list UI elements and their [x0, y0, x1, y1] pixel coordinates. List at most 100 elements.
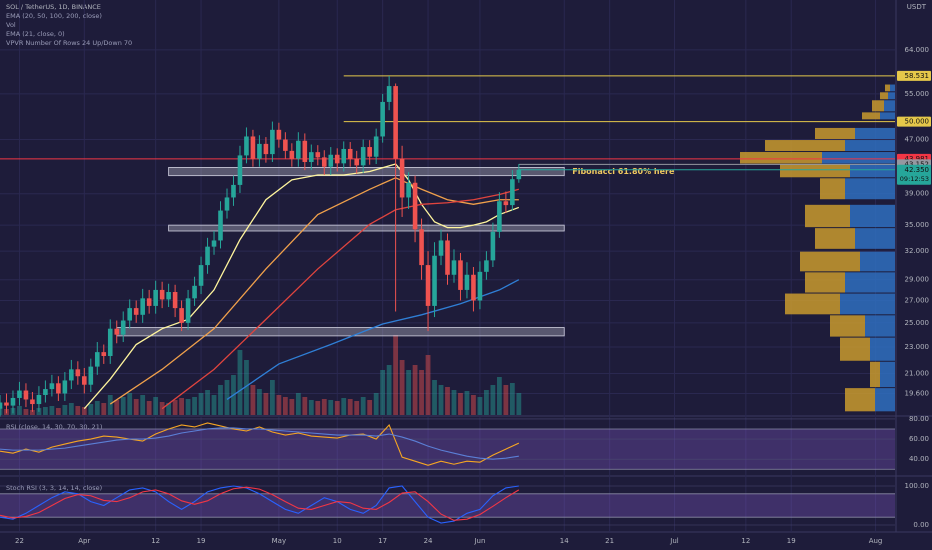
indicator-label: EMA (21, close, 0): [6, 30, 65, 38]
level-label: 58.531: [905, 72, 930, 80]
vp-down: [870, 361, 880, 388]
candle-body: [10, 397, 16, 406]
x-tick-label: Jul: [669, 537, 679, 545]
unit-label: USDT: [907, 3, 927, 11]
vp-up: [822, 152, 895, 164]
x-tick-label: 12: [151, 537, 160, 545]
indicator-label: Vol: [6, 21, 16, 29]
candle-body: [380, 101, 385, 137]
x-tick-label: Apr: [78, 537, 90, 545]
volume-bar: [133, 399, 139, 415]
candle-body: [425, 265, 431, 306]
vp-down: [885, 84, 890, 92]
candle-body: [263, 143, 269, 155]
volume-bar: [321, 399, 327, 415]
volume-bar: [75, 406, 81, 415]
volume-bar: [205, 390, 210, 415]
vp-up: [845, 272, 895, 293]
volume-bar: [263, 393, 269, 415]
candle-body: [75, 369, 81, 377]
volume-bar: [211, 395, 217, 415]
volume-bar: [198, 393, 204, 415]
candle-body: [120, 320, 126, 335]
volume-bar: [432, 380, 437, 415]
volume-bar: [107, 395, 113, 415]
vp-up: [880, 361, 895, 388]
zone: [168, 224, 565, 232]
x-tick-label: 14: [560, 537, 569, 545]
y-tick-label: 32.000: [905, 247, 930, 255]
ma-line: [226, 279, 520, 401]
volume-bar: [399, 360, 405, 415]
y-tick-label: 64.000: [905, 46, 930, 54]
volume-bar: [425, 355, 431, 415]
vp-up: [845, 178, 895, 200]
candle-body: [23, 390, 29, 400]
level-tag: [897, 164, 931, 185]
volume-bar: [179, 398, 184, 415]
annotation: Fibonacci 61.80% here: [572, 167, 675, 176]
volume-bar: [140, 395, 146, 415]
candle-body: [101, 352, 107, 357]
candle-body: [302, 140, 308, 163]
y-tick-label: 80.00: [909, 415, 929, 423]
candle-body: [30, 399, 35, 405]
volume-bar: [49, 406, 55, 415]
volume-bar: [315, 401, 321, 415]
vp-down: [830, 315, 865, 337]
volume-bar: [185, 399, 191, 415]
volume-bar: [114, 400, 120, 415]
candle-body: [354, 158, 360, 166]
volume-bar: [308, 400, 314, 415]
volume-bar: [341, 398, 347, 415]
x-tick-label: Jun: [473, 537, 485, 545]
x-tick-label: 19: [787, 537, 796, 545]
candle-body: [477, 271, 483, 301]
candle-body: [503, 201, 509, 206]
volume-bar: [373, 393, 379, 415]
volume-bar: [412, 365, 418, 415]
volume-bar: [55, 408, 61, 415]
vp-up: [855, 127, 895, 140]
x-tick-label: May: [272, 537, 286, 545]
volume-bar: [244, 360, 249, 415]
volume-bar: [347, 399, 353, 415]
candle-body: [237, 155, 243, 185]
y-tick-label: 19.600: [905, 389, 930, 397]
vp-down: [780, 164, 850, 178]
volume-bar: [484, 390, 489, 415]
candle-body: [283, 139, 288, 151]
candle-body: [43, 389, 48, 395]
level-label: 43.152: [905, 160, 930, 168]
candle-body: [451, 260, 457, 275]
x-tick-label: 24: [424, 537, 433, 545]
vp-up: [850, 204, 895, 228]
candle-body: [62, 380, 68, 394]
y-tick-label: 29.000: [905, 276, 930, 284]
candle-body: [133, 308, 139, 315]
candle-body: [406, 182, 411, 198]
candle-body: [432, 255, 437, 306]
chart-title: SOL / TetherUS, 1D, BINANCE: [6, 3, 101, 11]
candle-body: [341, 148, 347, 164]
candle-body: [224, 197, 230, 211]
level-tag: [897, 116, 931, 127]
candle-body: [140, 298, 145, 315]
candle-body: [458, 260, 463, 290]
volume-bar: [471, 395, 476, 415]
candle-body: [386, 86, 392, 102]
candle-body: [270, 129, 275, 155]
candle-body: [107, 328, 113, 357]
vp-up: [860, 251, 895, 272]
candle-body: [166, 292, 171, 300]
volume-bar: [509, 383, 515, 415]
vp-up: [850, 164, 895, 178]
candle-body: [244, 136, 249, 156]
candle-body: [159, 289, 165, 300]
volume-bar: [445, 387, 450, 415]
candle-body: [17, 390, 22, 398]
candle-body: [393, 86, 398, 159]
vp-down: [840, 337, 870, 361]
y-tick-label: 0.00: [913, 521, 929, 529]
volume-bar: [477, 397, 483, 415]
